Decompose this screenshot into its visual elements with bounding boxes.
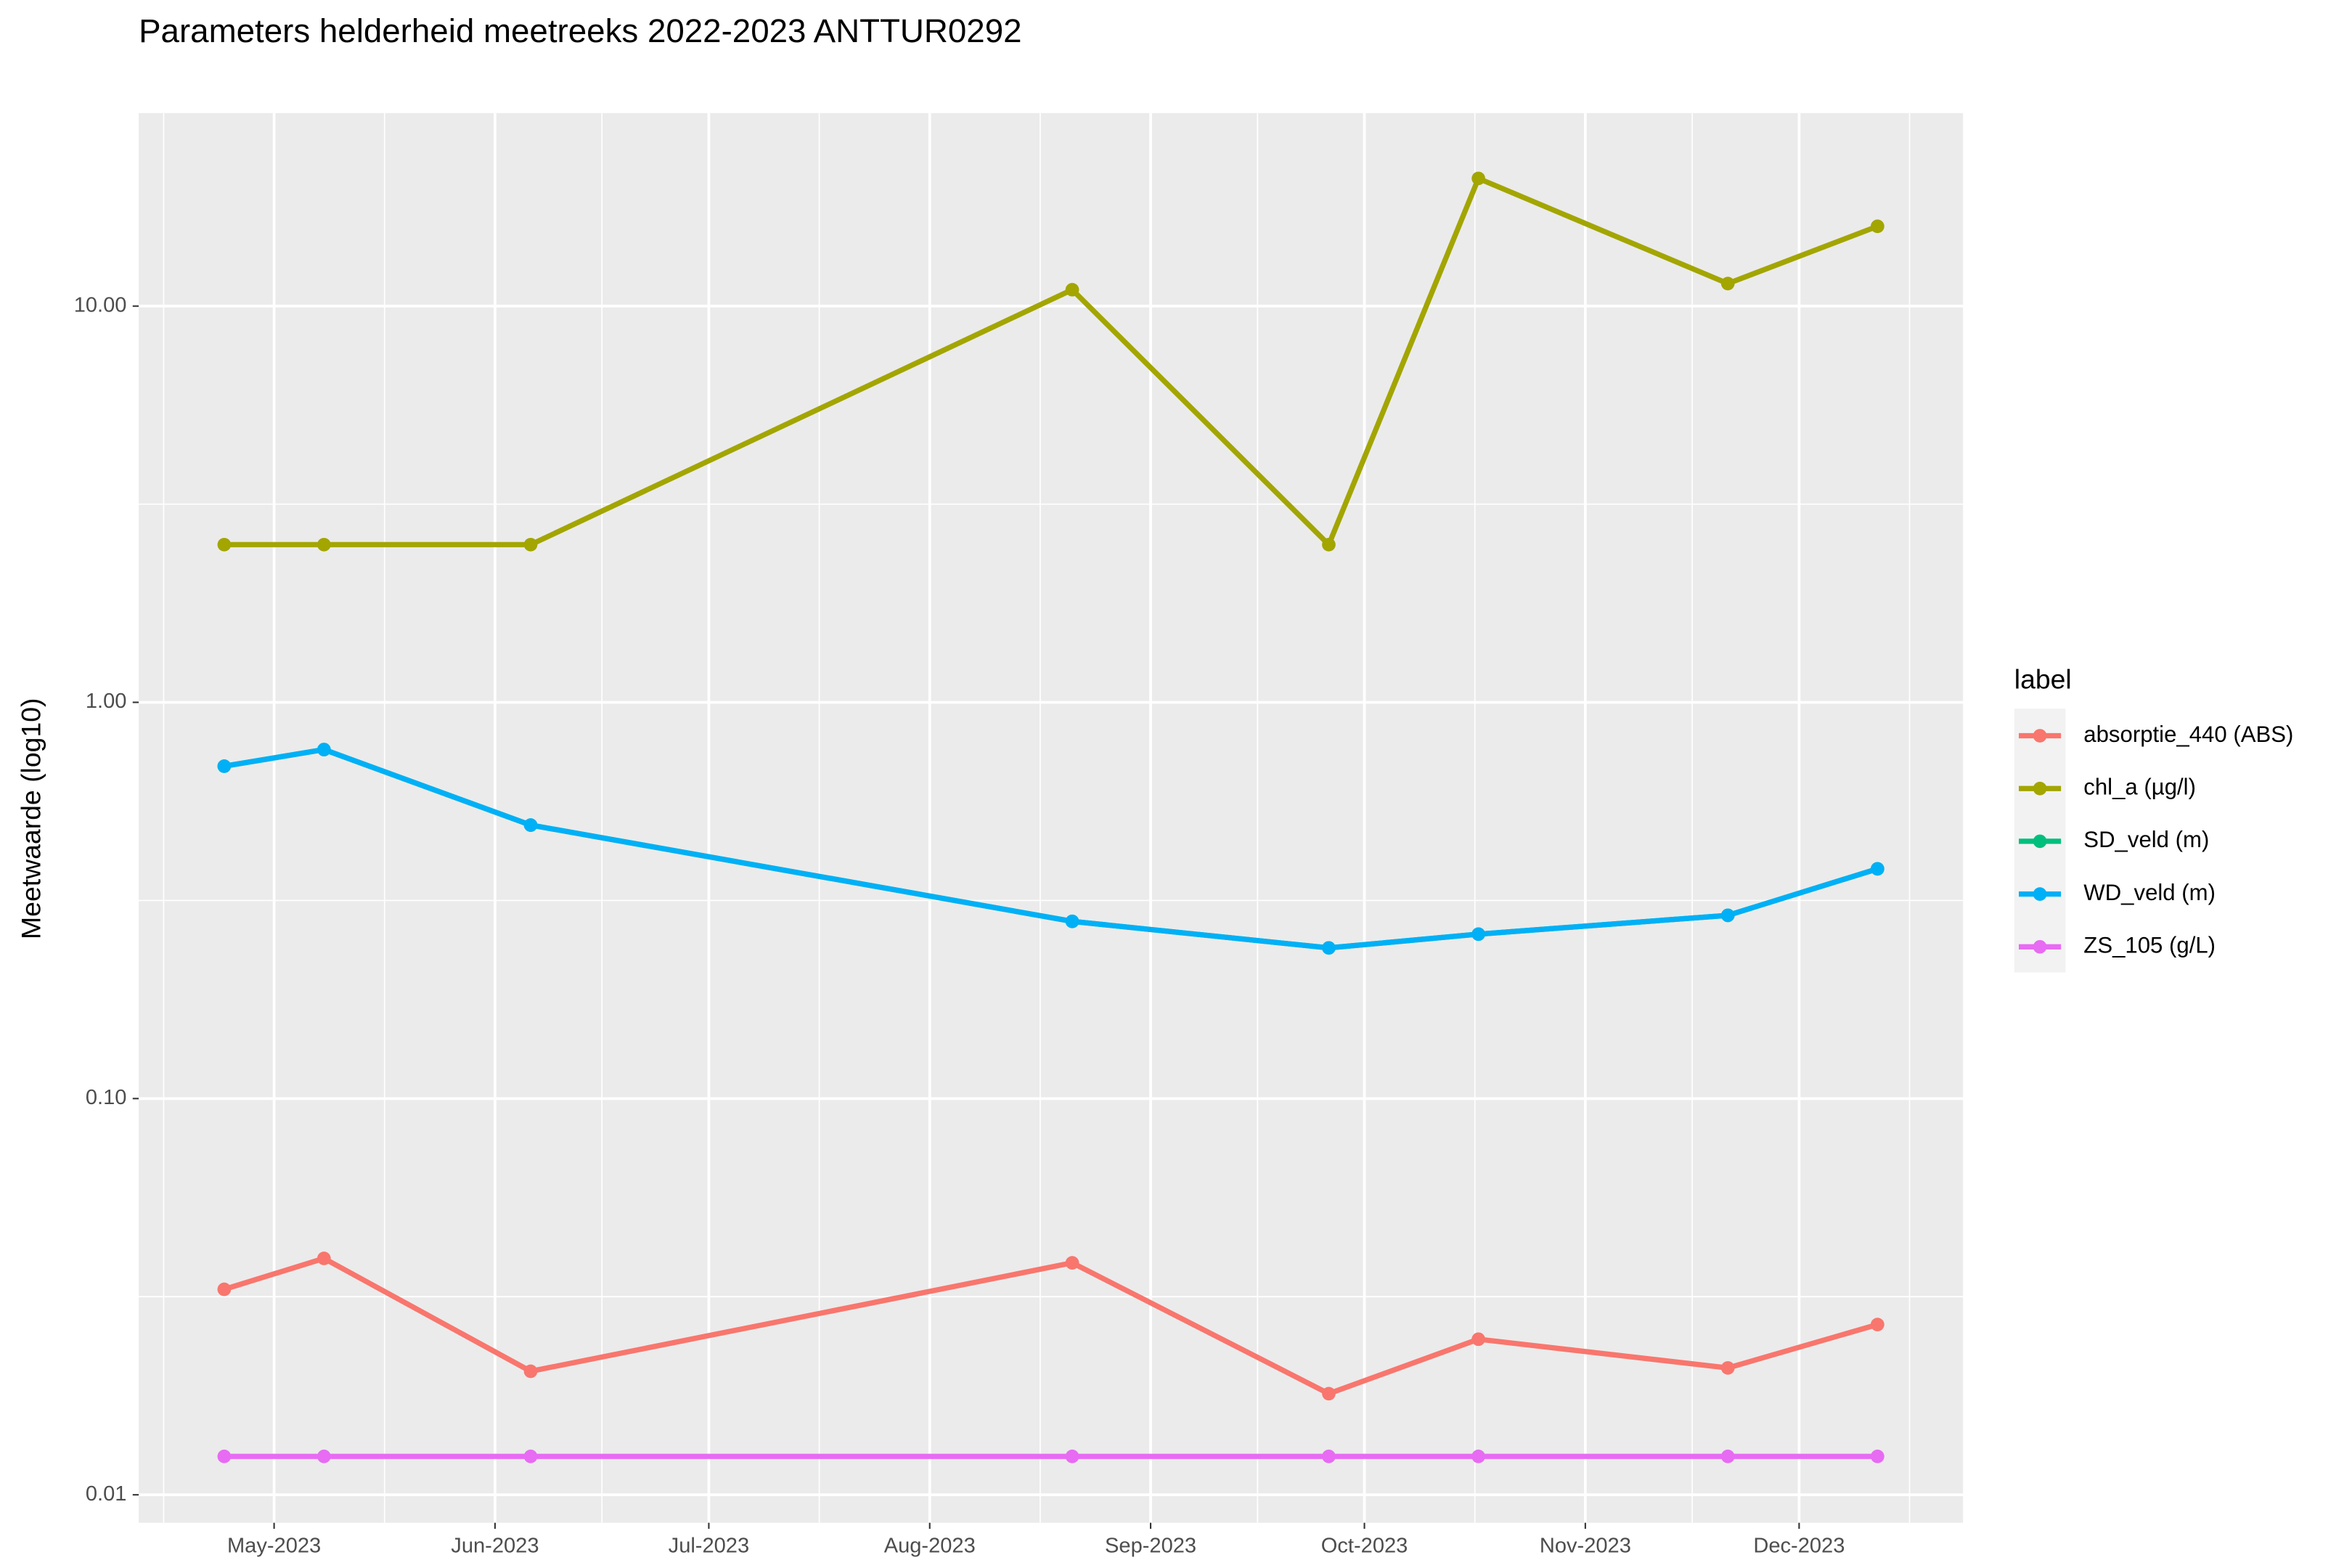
data-point	[217, 537, 232, 552]
y-tick-label: 0.10	[86, 1086, 127, 1109]
data-point	[1720, 1449, 1735, 1463]
data-point	[1471, 927, 1485, 942]
legend-label: chl_a (µg/l)	[2083, 774, 2196, 799]
data-point	[1471, 1449, 1485, 1463]
legend-label: ZS_105 (g/L)	[2083, 933, 2216, 958]
x-tick-label: Jul-2023	[669, 1535, 749, 1558]
data-point	[1871, 1318, 1885, 1331]
data-point	[523, 1364, 538, 1379]
plot-panel	[139, 113, 1964, 1523]
data-point	[217, 1449, 232, 1463]
data-point	[1322, 941, 1336, 955]
y-tick-label: 1.00	[86, 690, 127, 713]
x-tick-label: Jun-2023	[451, 1535, 539, 1558]
data-point	[1720, 1361, 1735, 1375]
data-point	[317, 537, 331, 552]
data-point	[1065, 1449, 1079, 1463]
data-point	[1720, 277, 1735, 290]
data-point	[523, 818, 538, 832]
data-point	[1322, 1449, 1336, 1463]
data-point	[1322, 537, 1336, 552]
x-tick-label: Nov-2023	[1540, 1535, 1631, 1558]
x-tick-label: Aug-2023	[884, 1535, 976, 1558]
legend-title: label	[2014, 664, 2072, 695]
legend-key-point	[2033, 887, 2047, 901]
x-tick-label: Dec-2023	[1753, 1535, 1845, 1558]
data-point	[217, 759, 232, 773]
data-point	[1871, 1449, 1885, 1463]
data-point	[1720, 908, 1735, 923]
data-point	[317, 1251, 331, 1265]
y-tick-label: 10.00	[74, 293, 127, 317]
chart-title: Parameters helderheid meetreeks 2022-202…	[139, 12, 1021, 49]
legend-key-point	[2033, 939, 2047, 954]
data-point	[1322, 1387, 1336, 1401]
y-tick-label: 0.01	[86, 1482, 127, 1506]
data-point	[1471, 1332, 1485, 1347]
data-point	[523, 1449, 538, 1463]
data-point	[1471, 171, 1485, 186]
legend-label: SD_veld (m)	[2083, 827, 2209, 852]
legend-key-point	[2033, 781, 2047, 796]
series-line	[224, 746, 1879, 951]
legend-label: WD_veld (m)	[2083, 880, 2216, 905]
data-point	[1065, 282, 1079, 297]
data-point	[317, 743, 331, 756]
legend-key-point	[2033, 729, 2047, 743]
data-point	[1065, 1256, 1079, 1270]
x-tick-label: May-2023	[227, 1535, 321, 1558]
x-tick-label: Sep-2023	[1105, 1535, 1196, 1558]
legend-key-point	[2033, 834, 2047, 849]
legend-label: absorptie_440 (ABS)	[2083, 722, 2293, 747]
series-line	[224, 176, 1879, 547]
data-point	[1871, 862, 1885, 876]
data-point	[523, 537, 538, 552]
data-point	[217, 1282, 232, 1297]
series-line	[223, 1255, 1879, 1397]
data-point	[317, 1449, 331, 1463]
data-point	[1871, 219, 1885, 234]
data-point	[1065, 914, 1079, 928]
x-tick-label: Oct-2023	[1321, 1535, 1408, 1558]
y-axis-label: Meetwaarde (log10)	[16, 698, 46, 939]
